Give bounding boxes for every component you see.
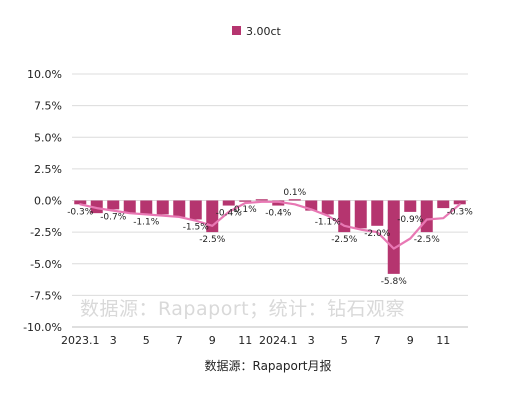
watermark: 数据源：Rapaport；统计：钻石观察 bbox=[80, 298, 405, 320]
y-tick-label: -5.0% bbox=[30, 258, 62, 271]
bar bbox=[74, 200, 87, 205]
x-tick-label: 5 bbox=[143, 334, 150, 347]
bar bbox=[354, 200, 367, 229]
legend-swatch bbox=[232, 26, 241, 35]
data-label: -2.0% bbox=[364, 229, 391, 239]
y-tick-label: -10.0% bbox=[23, 321, 62, 334]
trend-line-series bbox=[79, 200, 461, 250]
data-label: -1.5% bbox=[183, 222, 210, 232]
data-label: -5.8% bbox=[381, 277, 408, 287]
bar bbox=[321, 200, 334, 215]
bar bbox=[123, 200, 136, 214]
x-tick-label: 2024.1 bbox=[259, 334, 298, 347]
data-label: -2.5% bbox=[331, 235, 358, 245]
y-tick-label: 10.0% bbox=[27, 68, 62, 81]
bar bbox=[107, 200, 120, 210]
x-tick-label: 5 bbox=[341, 334, 348, 347]
data-label: -0.4% bbox=[265, 209, 292, 219]
x-tick-label: 2023.1 bbox=[61, 334, 100, 347]
y-tick-label: 7.5% bbox=[34, 100, 62, 113]
bar bbox=[453, 200, 466, 205]
data-label: -0.7% bbox=[100, 212, 127, 222]
x-tick-label: 11 bbox=[436, 334, 450, 347]
bar-series bbox=[74, 199, 466, 274]
trend-line bbox=[79, 200, 461, 250]
data-label: -2.5% bbox=[414, 235, 441, 245]
bar bbox=[288, 199, 301, 201]
bar bbox=[140, 200, 153, 215]
data-label: -0.4% bbox=[216, 209, 243, 219]
bar bbox=[173, 200, 186, 217]
data-label: -0.3% bbox=[67, 207, 94, 217]
y-axis: 10.0% 7.5% 5.0% 2.5% 0.0% -2.5% -5.0% -7.5% -10.… bbox=[23, 68, 62, 334]
legend: 3.00ct bbox=[232, 25, 282, 38]
bar bbox=[437, 200, 450, 209]
data-label: -1.1% bbox=[315, 217, 342, 227]
bar bbox=[272, 200, 285, 206]
bar bbox=[239, 200, 252, 202]
bar bbox=[156, 200, 169, 215]
x-tick-label: 7 bbox=[176, 334, 183, 347]
bar bbox=[404, 200, 417, 212]
bar bbox=[387, 200, 400, 274]
x-tick-label: 3 bbox=[308, 334, 315, 347]
x-axis-title: 数据源：Rapaport月报 bbox=[205, 358, 332, 373]
data-label: -2.5% bbox=[199, 235, 226, 245]
y-tick-label: -2.5% bbox=[30, 226, 62, 239]
data-label: -1.1% bbox=[133, 217, 160, 227]
bar bbox=[371, 200, 384, 226]
bar bbox=[90, 200, 103, 214]
x-axis: 2023.1 3 5 7 9 11 2024.1 3 5 7 9 11 bbox=[61, 326, 468, 347]
data-label: 0.1% bbox=[234, 205, 257, 215]
y-tick-label: 2.5% bbox=[34, 163, 62, 176]
x-tick-label: 3 bbox=[110, 334, 117, 347]
x-tick-label: 9 bbox=[407, 334, 414, 347]
data-label: 0.1% bbox=[283, 188, 306, 198]
bar bbox=[255, 199, 268, 201]
data-label: -0.3% bbox=[447, 207, 474, 217]
y-tick-label: -7.5% bbox=[30, 289, 62, 302]
x-tick-label: 9 bbox=[209, 334, 216, 347]
bar bbox=[189, 200, 202, 220]
x-tick-label: 11 bbox=[238, 334, 252, 347]
x-tick-label: 7 bbox=[374, 334, 381, 347]
y-tick-label: 0.0% bbox=[34, 195, 62, 208]
bar bbox=[305, 200, 318, 211]
data-label: -0.9% bbox=[397, 215, 424, 225]
legend-label: 3.00ct bbox=[246, 25, 282, 38]
y-tick-label: 5.0% bbox=[34, 131, 62, 144]
data-labels: -0.3%-0.7%-1.1%-1.5%-2.5%-0.4%0.1% -0.4%0… bbox=[67, 188, 473, 287]
bar bbox=[222, 200, 235, 206]
